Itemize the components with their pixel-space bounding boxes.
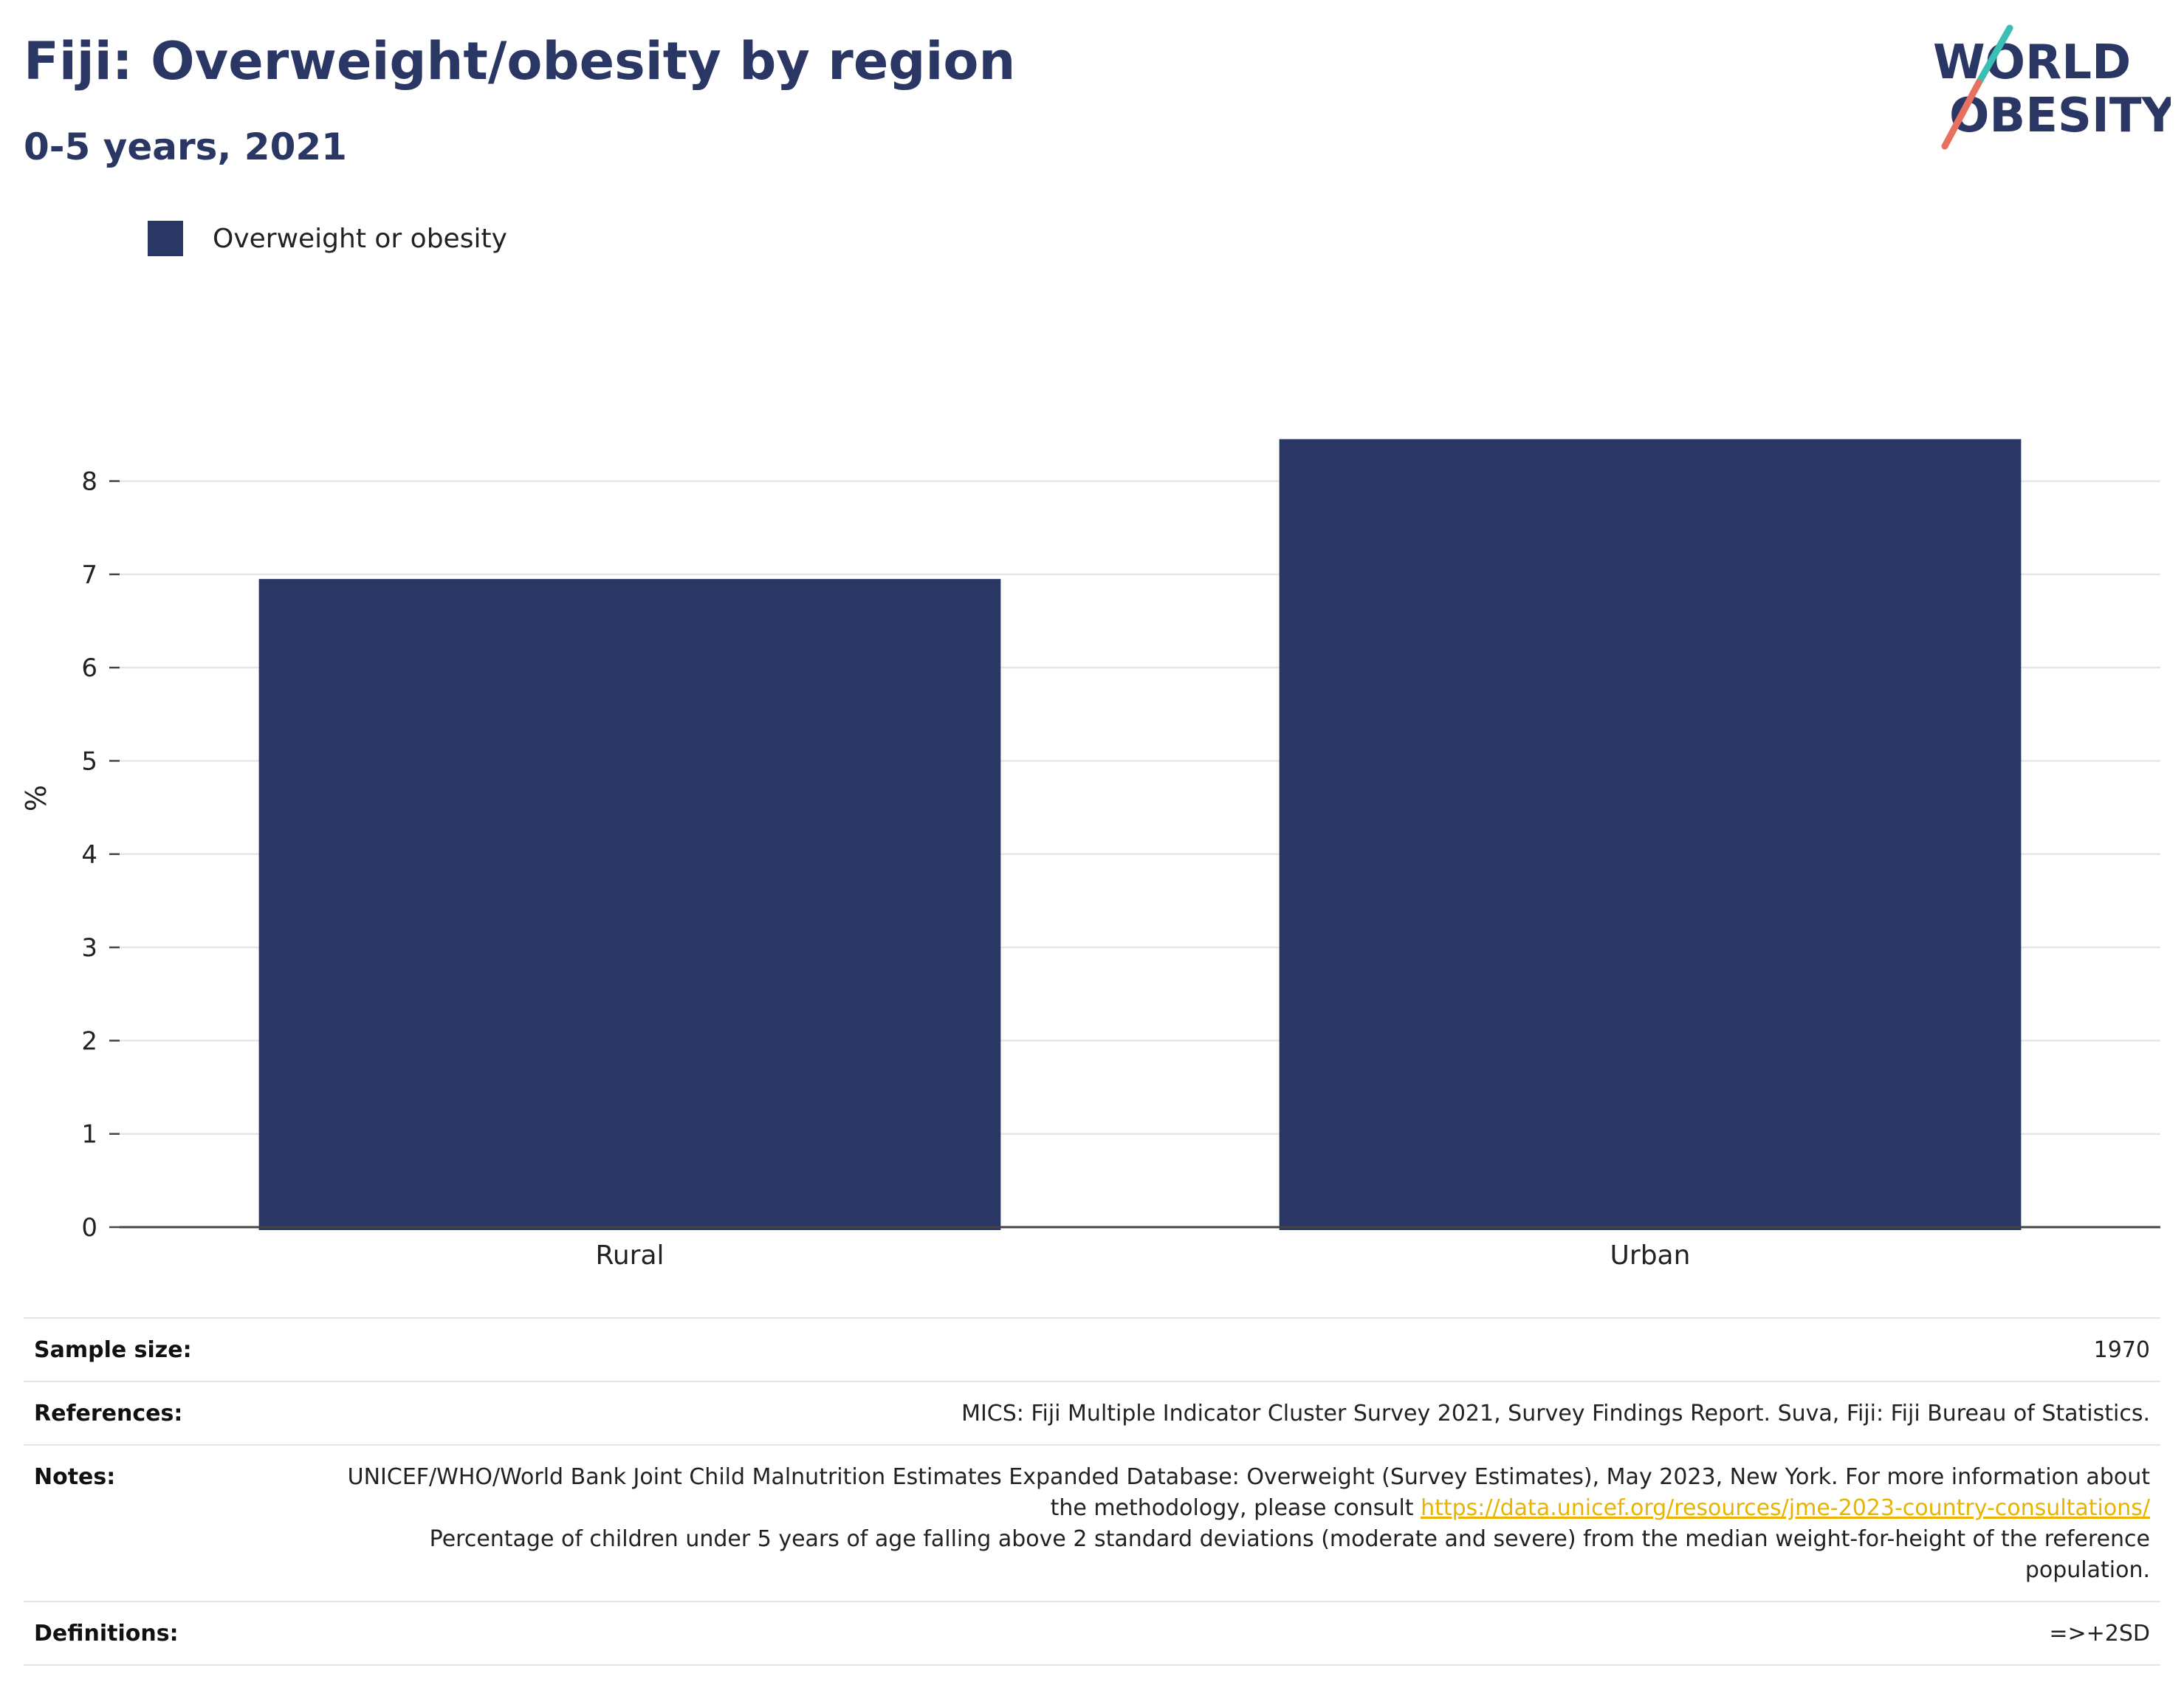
legend-label: Overweight or obesity [213,223,507,254]
sample-size-value: 1970 [2093,1337,2150,1363]
definitions-row: Definitions: =>+2SD [24,1601,2160,1666]
notes-link[interactable]: https://data.unicef.org/resources/jme-20… [1421,1495,2150,1521]
definitions-value: =>+2SD [2049,1621,2150,1647]
notes-row: Notes: UNICEF/WHO/World Bank Joint Child… [24,1444,2160,1601]
notes-text-2: Percentage of children under 5 years of … [429,1526,2150,1583]
y-tick-label: 1 [81,1120,97,1150]
y-tick-label: 5 [81,746,97,776]
references-value: MICS: Fiji Multiple Indicator Cluster Su… [961,1401,2150,1427]
y-tick-label: 4 [81,840,97,870]
notes-text-1: UNICEF/WHO/World Bank Joint Child Malnut… [347,1464,2150,1521]
chart-title: Fiji: Overweight/obesity by region [24,31,1016,92]
svg-text:WORLD: WORLD [1933,35,2131,90]
y-axis-label: % [20,785,52,811]
references-label: References: [34,1401,183,1427]
world-obesity-logo: WORLD OBESITY [1933,24,2171,150]
y-tick-label: 6 [81,653,97,683]
references-row: References: MICS: Fiji Multiple Indicato… [24,1381,2160,1444]
x-tick-label: Urban [1610,1240,1691,1270]
legend-swatch [148,221,183,256]
chart-legend: Overweight or obesity [148,220,507,257]
y-tick-label: 2 [81,1026,97,1056]
bar-chart: 0 1 2 3 4 5 6 7 8 Rural Urban% [20,439,2160,1270]
y-tick-label: 7 [81,560,97,590]
y-tick-label: 3 [81,933,97,963]
y-tick-label: 0 [81,1213,97,1243]
y-tick-label: 8 [81,467,97,497]
bar-rural [258,579,1001,1230]
definitions-label: Definitions: [34,1621,179,1647]
notes-label: Notes: [34,1464,116,1490]
x-tick-label: Rural [595,1240,664,1270]
bar-urban [1279,439,2022,1230]
svg-text:OBESITY: OBESITY [1949,89,2171,143]
axes: 0 1 2 3 4 5 6 7 8 Rural Urban% [20,467,2160,1270]
info-table: Sample size: 1970 References: MICS: Fiji… [24,1317,2160,1666]
bars [258,439,2022,1230]
notes-value: UNICEF/WHO/World Bank Joint Child Malnut… [319,1462,2150,1586]
chart-subtitle: 0-5 years, 2021 [24,126,347,168]
sample-size-label: Sample size: [34,1337,192,1363]
sample-size-row: Sample size: 1970 [24,1317,2160,1381]
